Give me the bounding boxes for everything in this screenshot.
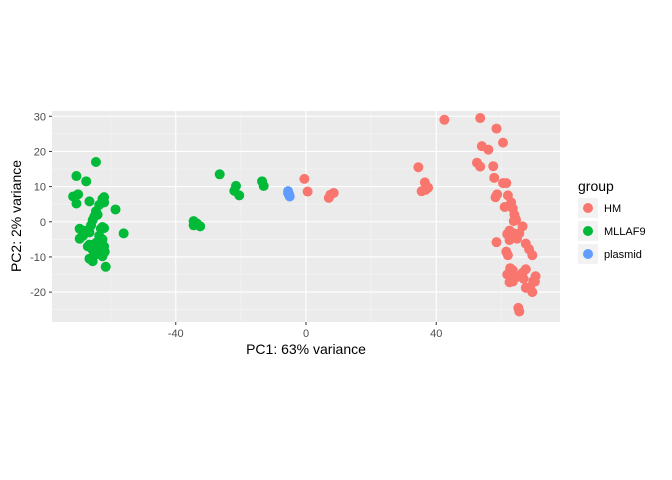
point-mllaf9	[81, 225, 92, 236]
point-plasmid	[283, 188, 294, 199]
point-hm	[439, 114, 450, 125]
point-mllaf9	[90, 156, 101, 167]
y-tick-label: 20	[34, 146, 46, 158]
y-axis-title: PC2: 2% variance	[8, 160, 24, 272]
y-tick-label: 30	[34, 111, 46, 123]
point-mllaf9	[118, 228, 129, 239]
y-tick-label: 10	[34, 182, 46, 194]
data-points	[68, 113, 541, 317]
point-mllaf9	[234, 190, 245, 201]
x-axis-title: PC1: 63% variance	[246, 341, 366, 357]
point-mllaf9	[100, 261, 111, 272]
legend-title: group	[578, 178, 614, 194]
point-hm	[488, 161, 499, 172]
major-gridlines	[52, 111, 560, 322]
point-hm	[501, 178, 512, 189]
point-mllaf9	[110, 204, 121, 215]
point-hm	[491, 237, 502, 248]
point-hm	[299, 173, 310, 184]
point-hm	[518, 273, 529, 284]
point-mllaf9	[230, 180, 241, 191]
x-tick-label: -40	[168, 328, 184, 340]
point-hm	[520, 282, 531, 293]
legend-label-plasmid: plasmid	[604, 249, 642, 261]
point-hm	[517, 221, 528, 232]
x-axis-ticks: -40 0 40	[168, 322, 442, 340]
point-hm	[420, 184, 431, 195]
point-mllaf9	[258, 180, 269, 191]
point-hm	[507, 265, 518, 276]
point-hm	[475, 113, 486, 124]
point-hm	[511, 214, 522, 225]
point-mllaf9	[73, 189, 84, 200]
point-hm	[502, 250, 513, 261]
x-tick-label: 40	[430, 328, 442, 340]
point-hm	[504, 277, 515, 288]
legend-label-hm: HM	[604, 203, 621, 215]
point-hm	[475, 161, 486, 172]
point-mllaf9	[82, 241, 93, 252]
y-tick-label: -20	[30, 287, 46, 299]
point-hm	[492, 189, 503, 200]
point-hm	[529, 276, 540, 287]
point-hm	[527, 250, 538, 261]
point-mllaf9	[92, 209, 103, 220]
point-hm	[302, 186, 313, 197]
legend-label-mllaf9: MLLAF9	[604, 226, 646, 238]
point-hm	[413, 162, 424, 173]
point-mllaf9	[99, 197, 110, 208]
point-mllaf9	[81, 176, 92, 187]
point-hm	[491, 123, 502, 134]
legend-items: HM MLLAF9 plasmid	[578, 198, 646, 264]
point-mllaf9	[99, 223, 110, 234]
point-mllaf9	[214, 169, 225, 180]
legend-key-hm	[583, 203, 593, 213]
point-mllaf9	[97, 251, 108, 262]
point-mllaf9	[84, 196, 95, 207]
point-mllaf9	[71, 171, 82, 182]
point-hm	[514, 306, 525, 317]
point-mllaf9	[94, 243, 105, 254]
legend-key-mllaf9	[583, 226, 593, 236]
point-mllaf9	[71, 198, 82, 209]
point-mllaf9	[89, 250, 100, 261]
x-tick-label: 0	[303, 328, 309, 340]
legend-key-plasmid	[583, 249, 593, 259]
point-hm	[489, 172, 500, 183]
y-axis-ticks: -20 -10 0 10 20 30	[30, 111, 52, 299]
legend: group HM MLLAF9 plasmid	[578, 178, 646, 264]
y-tick-label: -10	[30, 252, 46, 264]
point-mllaf9	[195, 221, 206, 232]
point-hm	[483, 144, 494, 155]
point-hm	[328, 187, 339, 198]
point-hm	[498, 137, 509, 148]
y-tick-label: 0	[40, 217, 46, 229]
